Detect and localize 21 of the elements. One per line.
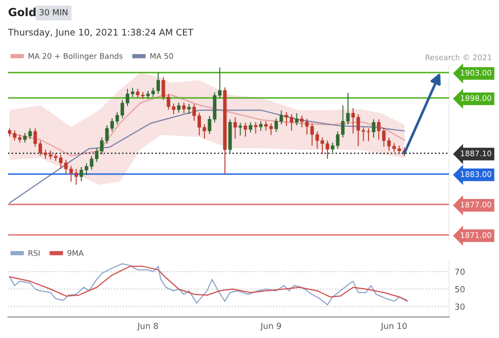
candlestick [182,102,186,114]
candlestick [248,122,252,133]
x-tick-label: Jun 8 [137,322,158,331]
line-series [8,110,405,204]
candlestick [244,122,248,138]
candlestick [238,122,242,136]
candlestick [254,122,258,134]
y-tick-label: 50 [455,286,465,292]
text: 30 MIN [40,9,68,16]
candlestick [187,104,191,115]
chart-subtitle: Thursday, June 10, 2021 1:38:24 AM CET [8,28,194,38]
y-tick-label: 70 [455,268,465,275]
candlestick [259,120,263,132]
x-tick-label: Jun 9 [260,322,281,331]
chart-title: Gold [8,8,36,16]
candlestick [177,102,181,114]
y-tick-label: 30 [455,304,465,310]
candlestick [372,118,376,138]
candlestick [233,116,237,140]
x-tick-label: Jun 10 [380,322,407,331]
candlestick [294,112,298,126]
